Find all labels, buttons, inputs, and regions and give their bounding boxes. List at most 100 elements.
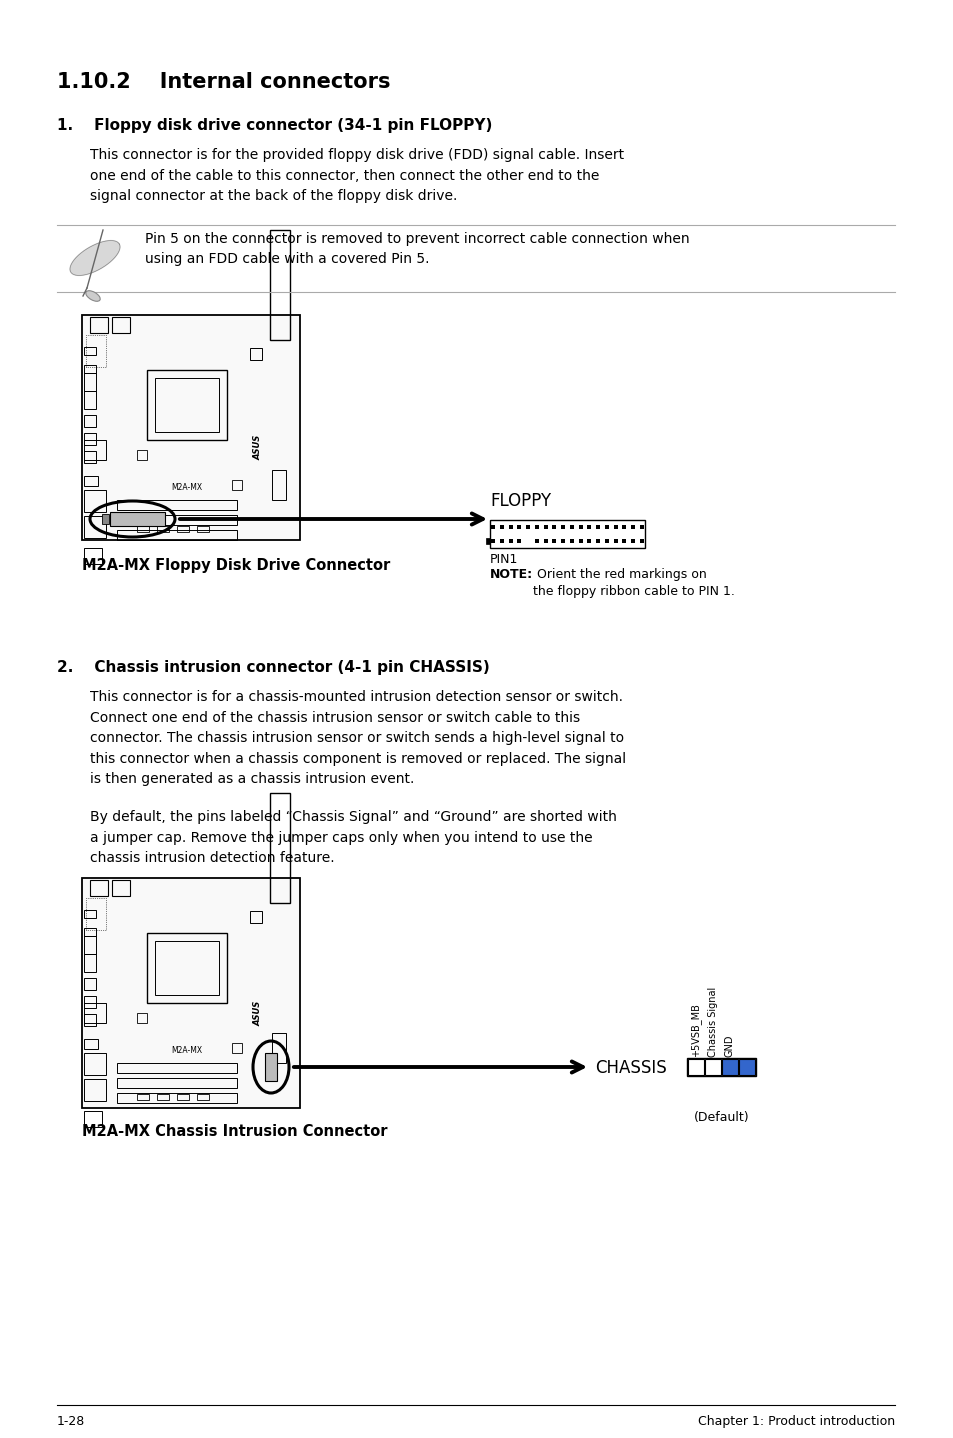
Bar <box>117 515 236 525</box>
Bar <box>704 1058 720 1076</box>
Bar <box>613 525 617 529</box>
Text: GND: GND <box>724 1034 734 1057</box>
Text: This connector is for a chassis-mounted intrusion detection sensor or switch.
Co: This connector is for a chassis-mounted … <box>90 690 625 787</box>
Bar <box>639 539 643 544</box>
Text: Chapter 1: Product introduction: Chapter 1: Product introduction <box>698 1415 894 1428</box>
Bar <box>508 539 512 544</box>
Bar <box>137 450 147 460</box>
Bar <box>517 525 520 529</box>
Bar <box>587 525 591 529</box>
Bar <box>631 539 635 544</box>
Bar <box>177 1094 189 1100</box>
Bar <box>491 525 495 529</box>
Bar <box>112 316 130 334</box>
Bar <box>560 525 564 529</box>
Bar <box>560 539 564 544</box>
Bar <box>84 1053 106 1076</box>
Bar <box>631 525 635 529</box>
Bar <box>272 1032 286 1063</box>
Bar <box>154 940 219 995</box>
Bar <box>117 1063 236 1073</box>
Bar <box>117 1093 236 1103</box>
Bar <box>84 928 96 936</box>
Text: Orient the red markings on
the floppy ribbon cable to PIN 1.: Orient the red markings on the floppy ri… <box>533 568 734 598</box>
Bar <box>270 792 290 903</box>
Bar <box>596 539 599 544</box>
Bar <box>604 525 608 529</box>
Text: This connector is for the provided floppy disk drive (FDD) signal cable. Insert
: This connector is for the provided flopp… <box>90 148 623 203</box>
Bar <box>485 538 490 544</box>
Bar <box>86 897 106 930</box>
Bar <box>84 936 96 953</box>
Bar <box>543 525 547 529</box>
Bar <box>535 539 538 544</box>
Bar <box>157 1094 169 1100</box>
Bar <box>84 516 106 538</box>
Bar <box>621 539 626 544</box>
Bar <box>535 525 538 529</box>
Bar <box>232 1043 242 1053</box>
Bar <box>621 525 626 529</box>
Text: M2A-MX: M2A-MX <box>172 483 202 492</box>
Bar <box>84 910 96 917</box>
Bar <box>84 1112 102 1127</box>
Bar <box>250 912 262 923</box>
Bar <box>90 316 108 334</box>
Text: +5VSB_MB: +5VSB_MB <box>690 1004 700 1057</box>
Text: Pin 5 on the connector is removed to prevent incorrect cable connection when
usi: Pin 5 on the connector is removed to pre… <box>145 232 689 266</box>
Bar <box>86 335 106 367</box>
Bar <box>552 525 556 529</box>
Bar <box>508 525 512 529</box>
Bar <box>604 539 608 544</box>
Text: Chassis Signal: Chassis Signal <box>707 986 718 1057</box>
Bar <box>177 526 189 532</box>
Bar <box>90 880 108 896</box>
Bar <box>84 1078 106 1102</box>
Bar <box>517 539 520 544</box>
Text: CHASSIS: CHASSIS <box>595 1058 666 1077</box>
Bar <box>154 378 219 431</box>
Bar <box>84 452 96 463</box>
Bar <box>102 513 109 523</box>
Text: 2.    Chassis intrusion connector (4-1 pin CHASSIS): 2. Chassis intrusion connector (4-1 pin … <box>57 660 489 674</box>
Text: By default, the pins labeled “Chassis Signal” and “Ground” are shorted with
a ju: By default, the pins labeled “Chassis Si… <box>90 810 617 866</box>
Ellipse shape <box>86 290 100 302</box>
Text: (Default): (Default) <box>693 1112 748 1125</box>
Text: 1-28: 1-28 <box>57 1415 85 1428</box>
Bar <box>84 548 102 564</box>
Bar <box>552 539 556 544</box>
Bar <box>578 539 582 544</box>
Bar <box>137 1094 149 1100</box>
Bar <box>499 525 503 529</box>
Text: ASUS: ASUS <box>253 1001 262 1025</box>
Bar <box>110 512 165 526</box>
Bar <box>147 370 227 440</box>
Bar <box>157 526 169 532</box>
Bar <box>569 525 574 529</box>
Bar <box>578 525 582 529</box>
Bar <box>270 230 290 339</box>
Bar <box>639 525 643 529</box>
Bar <box>137 526 149 532</box>
Bar <box>84 490 106 512</box>
Bar <box>84 440 106 460</box>
Bar <box>569 539 574 544</box>
Bar <box>84 978 96 989</box>
Bar <box>84 347 96 355</box>
Text: M2A-MX Floppy Disk Drive Connector: M2A-MX Floppy Disk Drive Connector <box>82 558 390 572</box>
Bar <box>84 1014 96 1025</box>
Polygon shape <box>70 240 120 276</box>
Bar <box>147 933 227 1002</box>
Text: M2A-MX Chassis Intrusion Connector: M2A-MX Chassis Intrusion Connector <box>82 1125 387 1139</box>
Bar <box>84 997 96 1008</box>
Bar <box>117 531 236 541</box>
Bar <box>613 539 617 544</box>
Bar <box>84 365 96 372</box>
Bar <box>117 1078 236 1089</box>
Text: 1.    Floppy disk drive connector (34-1 pin FLOPPY): 1. Floppy disk drive connector (34-1 pin… <box>57 118 492 132</box>
Bar <box>686 1058 755 1076</box>
Bar <box>84 416 96 427</box>
Bar <box>84 1040 98 1048</box>
Bar <box>84 953 96 972</box>
Bar <box>84 372 96 391</box>
